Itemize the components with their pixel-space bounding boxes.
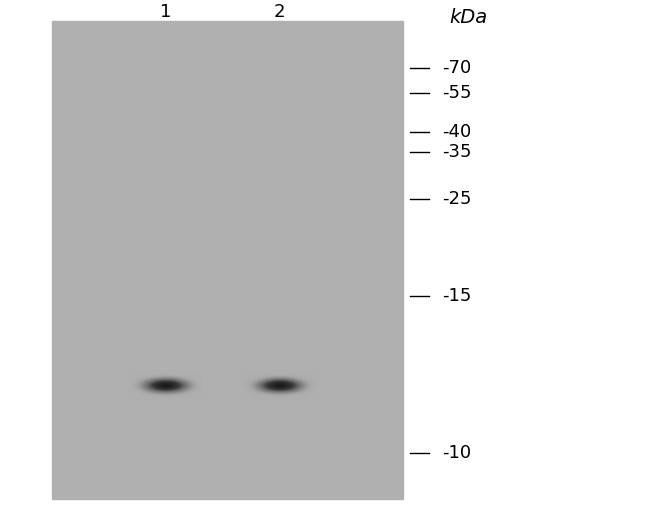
Text: -35: -35 — [442, 144, 471, 162]
Text: -55: -55 — [442, 84, 471, 102]
Text: 2: 2 — [274, 4, 285, 21]
Text: -70: -70 — [442, 59, 471, 76]
Bar — [52, 21, 403, 499]
Text: 1: 1 — [160, 4, 172, 21]
Text: -10: -10 — [442, 444, 471, 462]
Text: -15: -15 — [442, 288, 471, 305]
Text: kDa: kDa — [449, 8, 487, 27]
Text: -25: -25 — [442, 190, 471, 208]
Text: -40: -40 — [442, 123, 471, 141]
